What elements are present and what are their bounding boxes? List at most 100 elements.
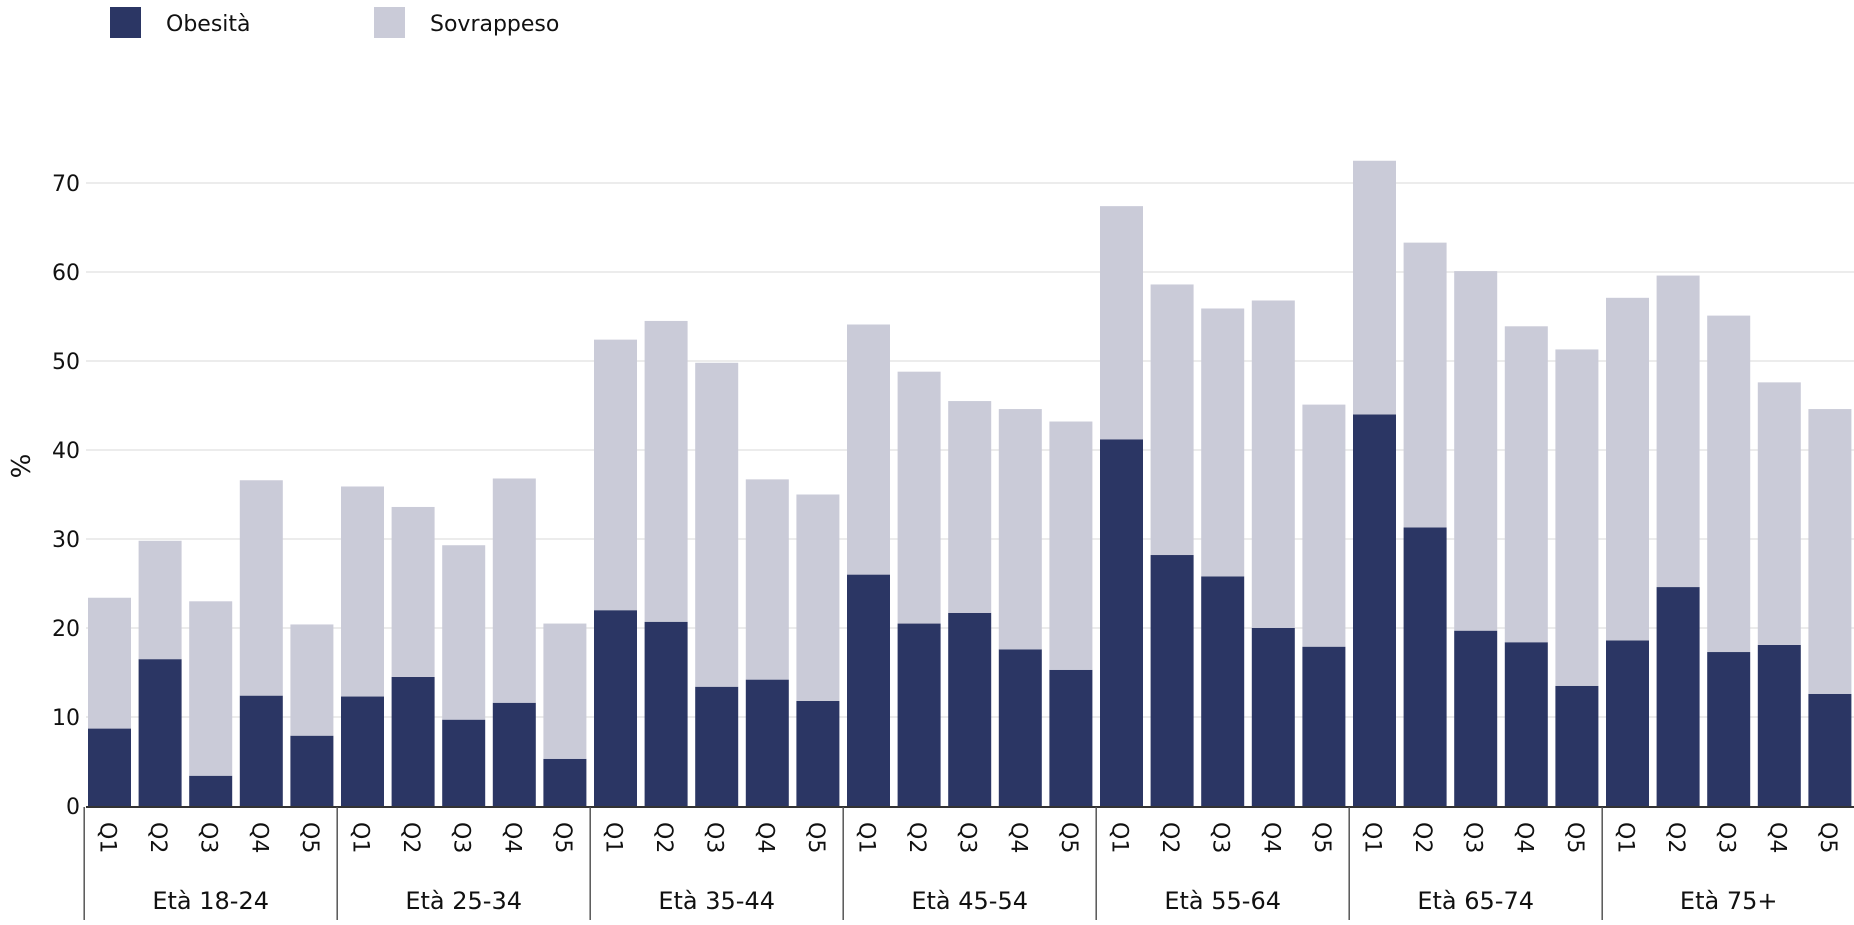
x-tick-label: Q2 xyxy=(1410,822,1435,853)
group-label: Età 75+ xyxy=(1680,887,1778,915)
group-label: Età 65-74 xyxy=(1417,887,1534,915)
x-tick-label: Q4 xyxy=(1764,822,1789,853)
bar-obesita xyxy=(1201,576,1245,806)
bar-sovrappeso xyxy=(492,478,536,703)
y-axis-title: % xyxy=(7,454,37,479)
bar-obesita xyxy=(1049,669,1093,806)
x-tick-label: Q4 xyxy=(1511,822,1536,853)
bar-sovrappeso xyxy=(847,324,890,575)
bar-obesita xyxy=(1808,693,1852,806)
bar-obesita xyxy=(594,610,637,806)
bar-sovrappeso xyxy=(594,339,637,611)
x-tick-label: Q4 xyxy=(752,822,777,853)
bar-obesita xyxy=(543,758,587,806)
bar-sovrappeso xyxy=(239,480,283,696)
bar-sovrappeso xyxy=(1606,297,1649,641)
legend-swatch xyxy=(110,7,141,38)
x-tick-label: Q5 xyxy=(1056,822,1081,853)
y-tick-label: 30 xyxy=(52,528,80,553)
x-tick-label: Q4 xyxy=(1258,822,1283,853)
x-tick-label: Q3 xyxy=(1461,822,1486,853)
bar-sovrappeso xyxy=(1403,242,1447,528)
x-tick-label: Q5 xyxy=(1562,822,1587,853)
group-label: Età 35-44 xyxy=(658,887,775,915)
bar-obesita xyxy=(998,649,1042,806)
bar-obesita xyxy=(695,686,739,806)
bar-sovrappeso xyxy=(290,624,334,736)
x-tick-label: Q1 xyxy=(1107,822,1132,853)
x-tick-label: Q5 xyxy=(803,822,828,853)
y-tick-label: 40 xyxy=(52,439,80,464)
bar-obesita xyxy=(745,679,789,806)
bar-sovrappeso xyxy=(1150,284,1194,556)
bar-sovrappeso xyxy=(88,597,131,729)
bar-sovrappeso xyxy=(1707,315,1751,653)
bar-sovrappeso xyxy=(1201,308,1245,577)
x-tick-label: Q3 xyxy=(1714,822,1739,853)
bar-sovrappeso xyxy=(1353,160,1396,415)
bar-obesita xyxy=(1707,652,1751,806)
y-tick-label: 70 xyxy=(52,172,80,197)
x-tick-label: Q3 xyxy=(196,822,221,853)
y-tick-label: 60 xyxy=(52,261,80,286)
bar-obesita xyxy=(1757,644,1801,806)
bar-sovrappeso xyxy=(948,401,992,613)
x-tick-label: Q2 xyxy=(904,822,929,853)
bar-obesita xyxy=(1504,642,1548,806)
bar-obesita xyxy=(1150,555,1194,806)
axes: 0 10 20 30 40 50 60 70 Q1 Q2 Q3 Q4 Q5 Q1 Q2 Q3 Q4 Q5 Q1 Q2 Q… xyxy=(52,172,1854,920)
bar-sovrappeso xyxy=(1251,300,1295,628)
bar-obesita xyxy=(644,621,688,806)
bar-sovrappeso xyxy=(897,371,941,624)
x-tick-label: Q2 xyxy=(1663,822,1688,853)
bar-obesita xyxy=(897,623,941,806)
legend: Obesità Sovrappeso xyxy=(110,7,559,38)
bar-obesita xyxy=(138,659,182,806)
x-tick-label: Q5 xyxy=(1309,822,1334,853)
y-tick-label: 20 xyxy=(52,617,80,642)
bar-sovrappeso xyxy=(1504,326,1548,643)
x-tick-label: Q5 xyxy=(550,822,575,853)
x-tick-label: Q1 xyxy=(1613,822,1638,853)
bar-obesita xyxy=(189,775,233,806)
bar-sovrappeso xyxy=(391,506,435,677)
group-label: Età 25-34 xyxy=(405,887,522,915)
x-tick-label: Q1 xyxy=(854,822,879,853)
bar-sovrappeso xyxy=(796,494,840,701)
group-label: Età 55-64 xyxy=(1164,887,1281,915)
x-tick-label: Q2 xyxy=(145,822,170,853)
bar-sovrappeso xyxy=(1808,409,1852,694)
x-tick-label: Q2 xyxy=(651,822,676,853)
bar-obesita xyxy=(442,719,486,806)
bar-obesita xyxy=(1302,646,1346,806)
bar-sovrappeso xyxy=(341,486,384,697)
bar-obesita xyxy=(948,612,992,806)
bar-sovrappeso xyxy=(745,479,789,680)
x-tick-label: Q2 xyxy=(398,822,423,853)
bar-sovrappeso xyxy=(998,409,1042,650)
bar-obesita xyxy=(796,700,840,806)
bar-sovrappeso xyxy=(543,623,587,759)
x-tick-label: Q1 xyxy=(95,822,120,853)
legend-label: Obesità xyxy=(166,12,251,37)
x-tick-label: Q2 xyxy=(1157,822,1182,853)
bars xyxy=(88,160,1852,806)
bar-sovrappeso xyxy=(1100,206,1143,440)
legend-swatch xyxy=(374,7,405,38)
y-tick-label: 50 xyxy=(52,350,80,375)
bar-sovrappeso xyxy=(1454,271,1498,631)
bar-sovrappeso xyxy=(1049,421,1093,670)
bar-obesita xyxy=(1403,527,1447,806)
bar-obesita xyxy=(290,735,334,806)
bar-sovrappeso xyxy=(1555,349,1599,686)
group-label: Età 18-24 xyxy=(152,887,269,915)
x-tick-label: Q5 xyxy=(1815,822,1840,853)
bar-sovrappeso xyxy=(189,601,233,776)
x-tick-label: Q1 xyxy=(1360,822,1385,853)
x-tick-label: Q3 xyxy=(449,822,474,853)
bar-obesita xyxy=(1100,439,1143,806)
x-tick-label: Q4 xyxy=(246,822,271,853)
bar-sovrappeso xyxy=(442,545,486,720)
y-tick-label: 10 xyxy=(52,706,80,731)
